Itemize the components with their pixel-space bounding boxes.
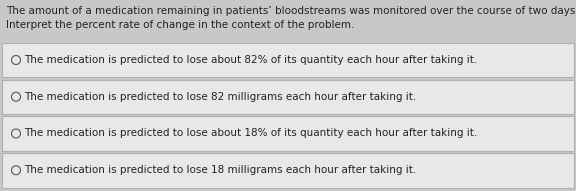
FancyBboxPatch shape	[2, 43, 574, 77]
Text: The medication is predicted to lose about 82% of its quantity each hour after ta: The medication is predicted to lose abou…	[25, 55, 478, 65]
Circle shape	[12, 129, 21, 138]
FancyBboxPatch shape	[2, 79, 574, 114]
FancyBboxPatch shape	[0, 0, 576, 40]
Circle shape	[12, 56, 21, 65]
Circle shape	[12, 92, 21, 101]
Text: The medication is predicted to lose about 18% of its quantity each hour after ta: The medication is predicted to lose abou…	[25, 129, 478, 138]
Text: The medication is predicted to lose 18 milligrams each hour after taking it.: The medication is predicted to lose 18 m…	[25, 165, 417, 175]
Text: The medication is predicted to lose 82 milligrams each hour after taking it.: The medication is predicted to lose 82 m…	[25, 92, 417, 102]
Text: The amount of a medication remaining in patients’ bloodstreams was monitored ove: The amount of a medication remaining in …	[6, 6, 576, 16]
Text: Interpret the percent rate of change in the context of the problem.: Interpret the percent rate of change in …	[6, 20, 354, 30]
FancyBboxPatch shape	[2, 153, 574, 188]
Circle shape	[12, 166, 21, 175]
FancyBboxPatch shape	[2, 116, 574, 151]
